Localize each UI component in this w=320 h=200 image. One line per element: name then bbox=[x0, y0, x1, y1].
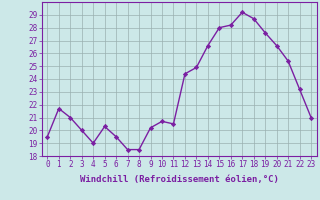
X-axis label: Windchill (Refroidissement éolien,°C): Windchill (Refroidissement éolien,°C) bbox=[80, 175, 279, 184]
